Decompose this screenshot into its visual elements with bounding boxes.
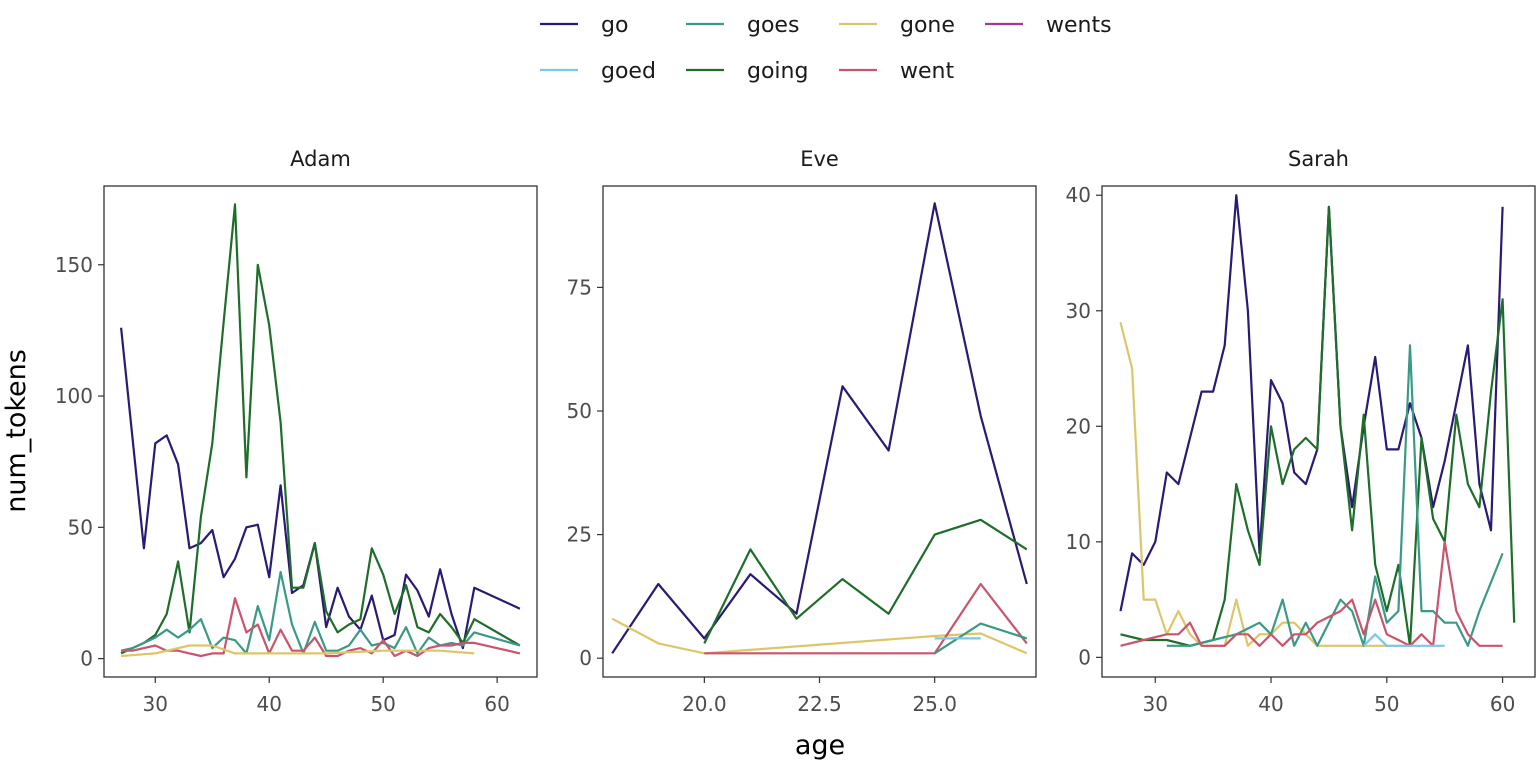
y-axis-title: num_tokens — [1, 349, 32, 513]
legend-label-wents: wents — [1046, 13, 1112, 38]
panel-eve: Eve 20.0 22.5 25.0 0 25 50 75 — [567, 147, 1037, 716]
legend-label-gone: gone — [900, 13, 955, 38]
x-tick-label: 30 — [143, 692, 168, 716]
series-line-go — [611, 202, 1028, 654]
panel-sarah: Sarah 30 40 50 60 0 10 20 30 40 — [1066, 147, 1536, 716]
legend-item-goes: goes — [686, 13, 799, 38]
series-line-goes — [1166, 344, 1504, 647]
series-line-gone — [611, 617, 1028, 655]
y-tick-label: 100 — [55, 384, 93, 408]
y-tick-label: 0 — [80, 647, 93, 671]
x-tick-label: 22.5 — [797, 692, 842, 716]
series-line-went — [704, 582, 1028, 655]
legend-item-going: going — [686, 59, 808, 84]
x-tick-label: 25.0 — [912, 692, 957, 716]
legend: go goes gone wents goed going went — [540, 13, 1112, 84]
panel-border — [1101, 185, 1536, 678]
series-line-go — [120, 327, 521, 650]
x-tick-label: 30 — [1143, 692, 1168, 716]
y-tick-label: 20 — [1066, 414, 1091, 438]
series-lines — [611, 202, 1028, 655]
legend-label-going: going — [747, 59, 808, 84]
legend-label-goes: goes — [747, 13, 799, 38]
panel-adam: Adam 30 40 50 60 0 50 100 150 — [55, 147, 538, 716]
y-tick-label: 150 — [55, 253, 93, 277]
x-tick-label: 40 — [256, 692, 281, 716]
x-axis-title: age — [795, 730, 845, 761]
y-tick-label: 25 — [567, 523, 592, 547]
series-line-goes — [934, 622, 1028, 655]
x-tick-label: 40 — [1258, 692, 1283, 716]
series-line-gone — [121, 644, 475, 658]
y-tick-label: 30 — [1066, 299, 1091, 323]
y-tick-label: 75 — [567, 275, 592, 299]
y-tick-label: 0 — [1078, 645, 1091, 669]
y-tick-label: 10 — [1066, 530, 1091, 554]
series-lines — [120, 203, 521, 658]
x-tick-label: 50 — [1374, 692, 1399, 716]
panel-border — [602, 185, 1037, 678]
legend-item-wents: wents — [985, 13, 1112, 38]
series-line-went — [1120, 540, 1503, 647]
legend-label-go: go — [601, 13, 628, 38]
series-lines — [1119, 194, 1516, 647]
x-tick-label: 60 — [1490, 692, 1515, 716]
series-line-going — [120, 203, 521, 655]
legend-item-went: went — [839, 59, 954, 84]
panel-title-adam: Adam — [290, 147, 351, 171]
y-tick-label: 40 — [1066, 183, 1091, 207]
y-tick-label: 50 — [68, 515, 93, 539]
panel-title-eve: Eve — [800, 147, 839, 171]
series-line-going — [1120, 205, 1516, 647]
panel-title-sarah: Sarah — [1288, 147, 1349, 171]
legend-item-goed: goed — [540, 59, 656, 84]
x-tick-label: 60 — [484, 692, 509, 716]
legend-label-went: went — [900, 59, 954, 84]
legend-item-go: go — [540, 13, 628, 38]
series-line-goed — [1362, 633, 1445, 647]
x-tick-label: 20.0 — [682, 692, 727, 716]
legend-label-goed: goed — [601, 59, 656, 84]
legend-item-gone: gone — [839, 13, 955, 38]
panel-border — [103, 185, 538, 678]
x-tick-label: 50 — [370, 692, 395, 716]
series-line-going — [703, 518, 1028, 644]
y-tick-label: 50 — [567, 399, 592, 423]
series-line-go — [1119, 194, 1504, 612]
y-tick-label: 0 — [579, 646, 592, 670]
